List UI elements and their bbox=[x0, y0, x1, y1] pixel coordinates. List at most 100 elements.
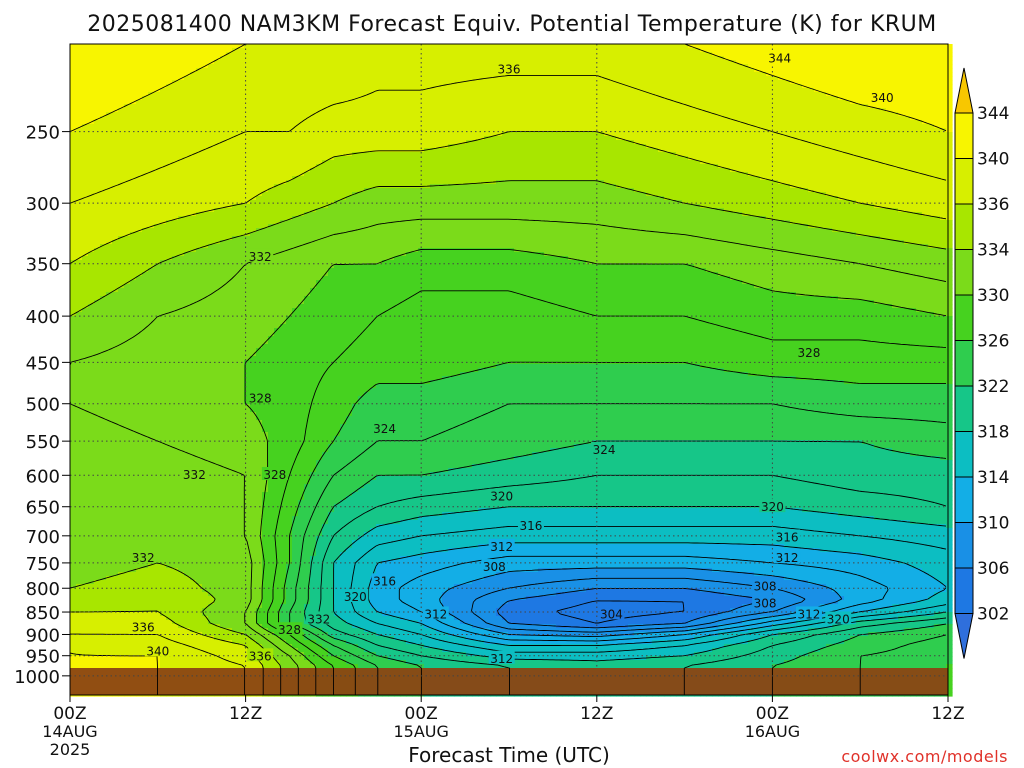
field-cell bbox=[748, 92, 755, 97]
field-cell bbox=[70, 48, 77, 53]
field-cell bbox=[298, 160, 305, 165]
field-cell bbox=[388, 112, 395, 117]
field-cell bbox=[172, 64, 179, 69]
field-cell bbox=[172, 164, 179, 169]
field-cell bbox=[790, 108, 797, 113]
field-cell bbox=[178, 144, 185, 149]
field-cell bbox=[454, 60, 461, 65]
field-cell bbox=[184, 44, 191, 49]
field-cell bbox=[508, 80, 515, 85]
field-cell bbox=[868, 152, 875, 157]
field-cell bbox=[268, 96, 275, 101]
field-cell bbox=[784, 44, 791, 49]
field-cell bbox=[364, 136, 371, 141]
field-cell bbox=[256, 80, 263, 85]
field-cell bbox=[604, 148, 611, 153]
field-cell bbox=[784, 160, 791, 165]
field-cell bbox=[148, 120, 155, 125]
field-cell bbox=[910, 52, 917, 57]
field-cell bbox=[568, 156, 575, 161]
field-cell bbox=[424, 132, 431, 137]
field-cell bbox=[808, 64, 815, 69]
field-cell bbox=[526, 136, 533, 141]
field-cell bbox=[916, 56, 923, 61]
field-cell bbox=[406, 92, 413, 97]
field-cell bbox=[826, 84, 833, 89]
field-cell bbox=[652, 112, 659, 117]
field-cell bbox=[736, 164, 743, 169]
field-cell bbox=[214, 76, 221, 81]
field-cell bbox=[262, 96, 269, 101]
field-cell bbox=[112, 120, 119, 125]
field-cell bbox=[526, 96, 533, 101]
field-cell bbox=[502, 152, 509, 157]
field-cell bbox=[280, 140, 287, 145]
field-cell bbox=[610, 44, 617, 49]
field-cell bbox=[388, 116, 395, 121]
field-cell bbox=[238, 116, 245, 121]
field-cell bbox=[142, 160, 149, 165]
field-cell bbox=[616, 144, 623, 149]
field-cell bbox=[76, 160, 83, 165]
field-cell bbox=[280, 136, 287, 141]
field-cell bbox=[928, 88, 935, 93]
field-cell bbox=[940, 120, 947, 125]
field-cell bbox=[466, 168, 473, 173]
field-cell bbox=[718, 132, 725, 137]
field-cell bbox=[460, 116, 467, 121]
field-cell bbox=[154, 116, 161, 121]
field-cell bbox=[946, 60, 953, 65]
field-cell bbox=[646, 76, 653, 81]
field-cell bbox=[934, 92, 941, 97]
field-cell bbox=[100, 176, 107, 181]
field-cell bbox=[448, 72, 455, 77]
field-cell bbox=[604, 176, 611, 181]
field-cell bbox=[562, 108, 569, 113]
field-cell bbox=[358, 112, 365, 117]
field-cell bbox=[448, 52, 455, 57]
field-cell bbox=[550, 104, 557, 109]
field-cell bbox=[802, 176, 809, 181]
field-cell bbox=[148, 116, 155, 121]
field-cell bbox=[310, 140, 317, 145]
field-cell bbox=[934, 168, 941, 173]
field-cell bbox=[460, 56, 467, 61]
field-cell bbox=[442, 132, 449, 137]
field-cell bbox=[778, 44, 785, 49]
field-cell bbox=[388, 176, 395, 181]
field-cell bbox=[226, 64, 233, 69]
field-cell bbox=[508, 124, 515, 129]
field-cell bbox=[196, 108, 203, 113]
field-cell bbox=[346, 164, 353, 169]
field-cell bbox=[646, 168, 653, 173]
field-cell bbox=[820, 120, 827, 125]
field-cell bbox=[292, 168, 299, 173]
field-cell bbox=[412, 120, 419, 125]
field-cell bbox=[832, 84, 839, 89]
field-cell bbox=[742, 52, 749, 57]
field-cell bbox=[142, 68, 149, 73]
field-cell bbox=[496, 148, 503, 153]
field-cell bbox=[214, 80, 221, 85]
field-cell bbox=[160, 140, 167, 145]
field-cell bbox=[232, 176, 239, 181]
field-cell bbox=[358, 72, 365, 77]
field-cell bbox=[448, 108, 455, 113]
field-cell bbox=[772, 44, 779, 49]
field-cell bbox=[616, 148, 623, 153]
field-cell bbox=[526, 120, 533, 125]
field-cell bbox=[946, 132, 953, 137]
field-cell bbox=[184, 164, 191, 169]
field-cell bbox=[412, 80, 419, 85]
field-cell bbox=[112, 56, 119, 61]
field-cell bbox=[832, 136, 839, 141]
field-cell bbox=[910, 56, 917, 61]
field-cell bbox=[412, 164, 419, 169]
field-cell bbox=[856, 88, 863, 93]
field-cell bbox=[142, 76, 149, 81]
field-cell bbox=[256, 156, 263, 161]
field-cell bbox=[526, 88, 533, 93]
field-cell bbox=[862, 68, 869, 73]
field-cell bbox=[754, 80, 761, 85]
field-cell bbox=[412, 52, 419, 57]
